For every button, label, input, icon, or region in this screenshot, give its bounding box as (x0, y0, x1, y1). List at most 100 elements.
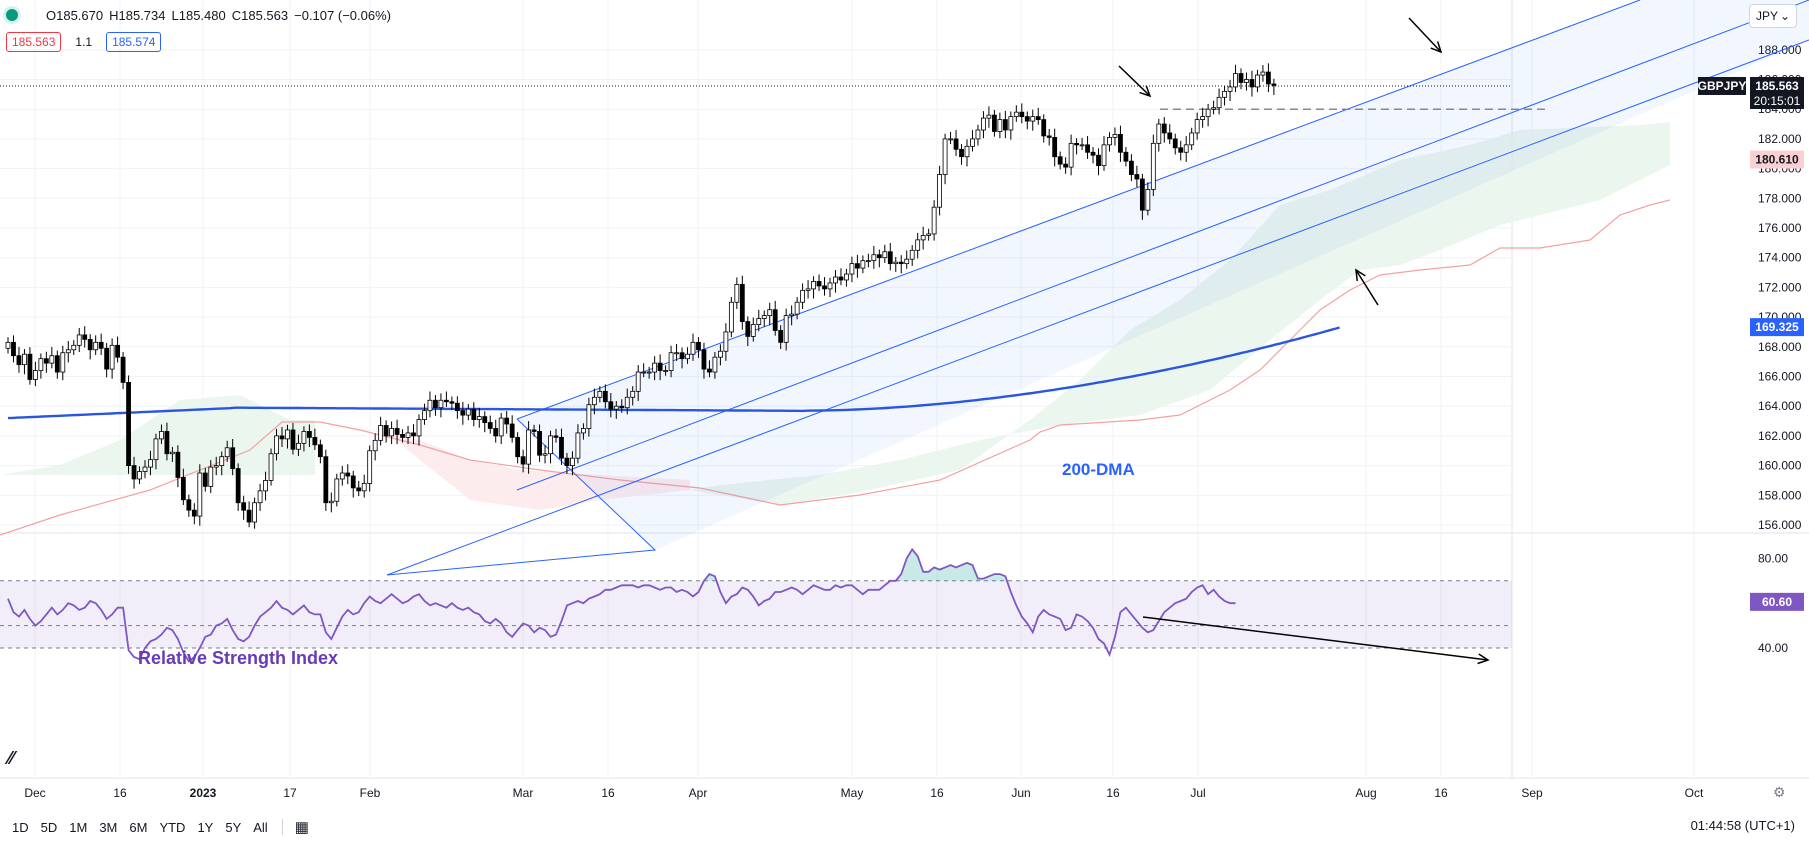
annotation-arrow-head (1355, 268, 1366, 282)
range-button-1d[interactable]: 1D (12, 819, 29, 835)
range-button-3m[interactable]: 3M (99, 819, 118, 835)
range-button-5d[interactable]: 5D (40, 819, 58, 835)
candle-body (1118, 134, 1123, 153)
candle (745, 316, 751, 347)
candle (367, 445, 373, 492)
dma-label: 200-DMA (1062, 460, 1135, 479)
time-tick-label: 16 (930, 786, 944, 800)
rsi-overbought-fill (934, 567, 940, 581)
tradingview-logo-icon[interactable]: ⁄⁄ (8, 748, 15, 768)
range-button-ytd[interactable]: YTD (159, 819, 186, 835)
candle-body (696, 341, 701, 351)
candle (767, 302, 773, 326)
candle (1068, 134, 1074, 176)
candle (361, 474, 367, 498)
candle (1244, 72, 1249, 91)
range-button-1m[interactable]: 1M (69, 819, 88, 835)
candle-body (1161, 123, 1167, 134)
price-tick-label: 176.000 (1758, 221, 1802, 235)
annotation-arrow (1118, 65, 1151, 97)
candle-body (98, 341, 104, 349)
candle-body (723, 331, 729, 352)
candle (33, 361, 38, 387)
candle (1030, 109, 1036, 131)
candle-body (498, 417, 504, 437)
candle-body (153, 438, 159, 461)
candle-body (1150, 142, 1156, 190)
candle-body (1046, 135, 1052, 138)
candle-body (986, 114, 992, 119)
rsi-overbought-fill (945, 565, 951, 581)
candle-body (1024, 116, 1030, 122)
candle-body (137, 471, 142, 480)
candle-body (405, 432, 411, 438)
candle-body (981, 117, 986, 131)
candle-body (76, 334, 82, 346)
candle (175, 445, 181, 488)
currency-select[interactable]: JPY ⌄ (1749, 4, 1797, 28)
candle-body (844, 273, 849, 281)
candle (690, 333, 696, 361)
candle (443, 391, 449, 407)
rsi-line (7, 547, 1236, 663)
range-button-all[interactable]: All (253, 819, 268, 835)
range-button-1y[interactable]: 1Y (197, 819, 214, 835)
candle-body (38, 358, 44, 371)
candle-body (279, 435, 285, 440)
candle-body (1101, 144, 1107, 167)
candle (1249, 70, 1255, 97)
candle-body (887, 251, 893, 265)
candle-body (1002, 119, 1008, 131)
calendar-icon[interactable]: ▦ (294, 819, 309, 836)
candle (109, 338, 115, 379)
candle-body (712, 356, 718, 373)
candle-body (323, 456, 329, 504)
candle-body (383, 425, 389, 437)
candle (345, 464, 351, 485)
rsi-title: Relative Strength Index (138, 648, 338, 668)
annotation-arrow-head (1139, 85, 1152, 98)
candle (1260, 65, 1266, 82)
candle-body (290, 429, 296, 450)
candle (668, 345, 674, 378)
candle (1096, 148, 1101, 176)
price-tick-label: 168.000 (1758, 340, 1802, 354)
candle (1035, 107, 1041, 125)
rsi-overbought-fill (961, 562, 967, 581)
candle (241, 495, 247, 520)
candle (904, 250, 910, 269)
range-button-6m[interactable]: 6M (129, 819, 148, 835)
candle-body (1019, 111, 1025, 118)
candle (454, 396, 460, 419)
candle-body (602, 390, 608, 403)
range-button-5y[interactable]: 5Y (225, 819, 242, 835)
rsi-value-tag: 60.60 (1762, 595, 1792, 609)
candle (937, 165, 942, 216)
candle (679, 347, 685, 369)
rsi-overbought-fill (967, 562, 973, 581)
candle-body (427, 399, 433, 412)
candle (1255, 69, 1260, 93)
candle-body (285, 429, 290, 440)
candle (504, 411, 510, 434)
candle-body (87, 338, 93, 351)
candle-body (1096, 154, 1101, 167)
candle-body (613, 405, 619, 410)
ask-button[interactable]: 185.574 (106, 32, 162, 52)
candle-body (169, 451, 175, 455)
candle (1013, 105, 1019, 122)
bid-button[interactable]: 185.563 (6, 32, 62, 52)
candle (1205, 104, 1211, 127)
candle (723, 323, 729, 361)
candle (1008, 111, 1014, 140)
candle-body (422, 410, 427, 420)
candle-body (487, 422, 493, 429)
candle-body (970, 138, 975, 147)
candle (290, 422, 296, 455)
candle-body (608, 401, 614, 410)
gear-icon[interactable]: ⚙ (1773, 784, 1786, 800)
rsi-overbought-fill (994, 574, 1000, 581)
candle (213, 456, 219, 476)
candle-body (1030, 116, 1036, 122)
